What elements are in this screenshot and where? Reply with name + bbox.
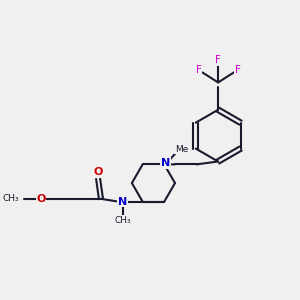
Text: Me: Me	[175, 145, 188, 154]
Text: F: F	[215, 55, 221, 65]
Text: N: N	[118, 197, 127, 207]
Text: F: F	[196, 64, 202, 74]
Text: F: F	[235, 64, 241, 74]
Text: O: O	[37, 194, 46, 204]
Text: N: N	[161, 158, 170, 168]
Text: O: O	[93, 167, 103, 177]
Text: CH₃: CH₃	[114, 216, 131, 225]
Text: CH₃: CH₃	[2, 194, 19, 203]
